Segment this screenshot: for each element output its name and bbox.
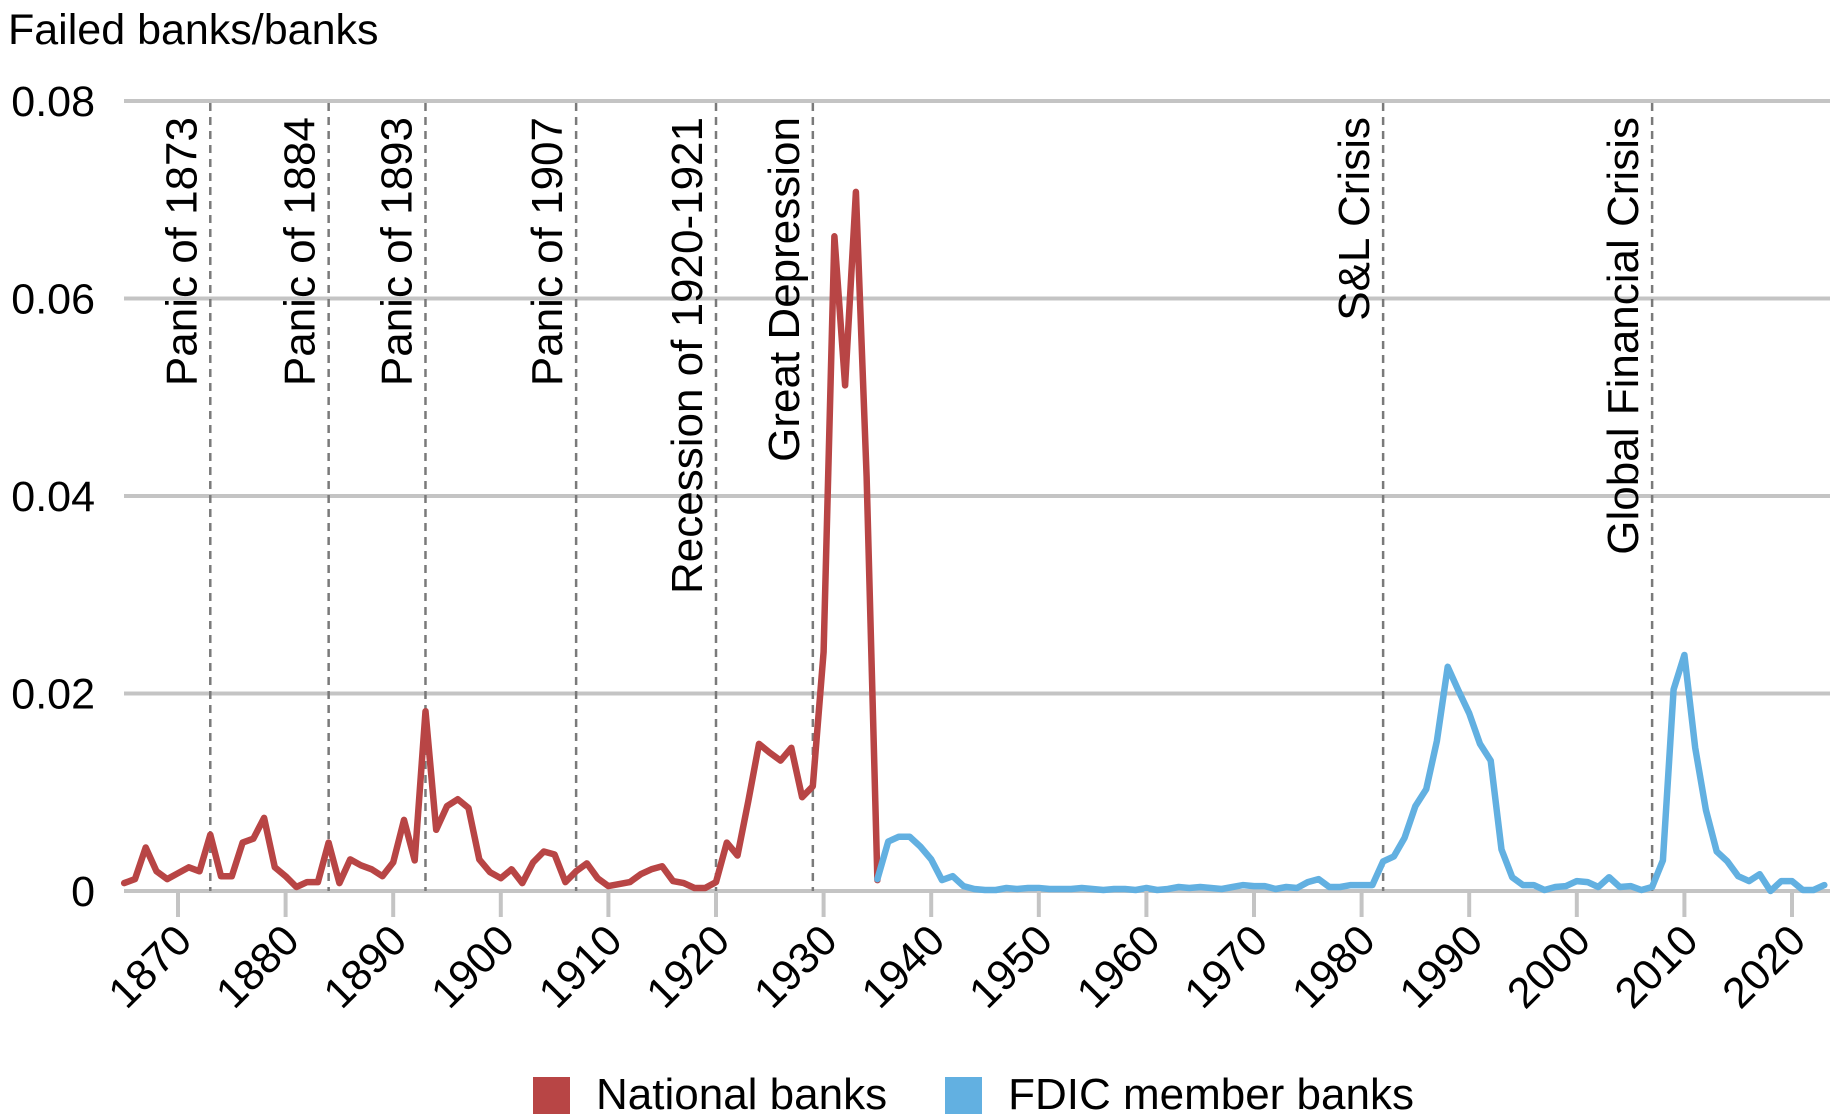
legend-label: National banks <box>596 1070 888 1119</box>
x-tick-label: 1910 <box>530 916 632 1018</box>
y-tick-label: 0.02 <box>11 671 95 719</box>
x-tick-label: 1890 <box>315 916 417 1018</box>
x-tick-label: 2000 <box>1498 916 1600 1018</box>
annotation-label: Great Depression <box>760 117 809 462</box>
x-axis: 1870 1880 1890 1900 1910 1920 1930 1940 1950 1960… <box>99 891 1815 1018</box>
x-tick-label: 1960 <box>1068 916 1170 1018</box>
x-tick-label: 1970 <box>1175 916 1277 1018</box>
x-tick-label: 1880 <box>207 916 309 1018</box>
y-axis-tick-labels: 0 0.02 0.04 0.06 0.08 <box>11 78 95 916</box>
national-banks-swatch-icon <box>533 1076 570 1114</box>
legend-item-national-banks: National banks <box>533 1070 887 1120</box>
x-tick-label: 1990 <box>1391 916 1493 1018</box>
x-tick-label: 2010 <box>1606 916 1708 1018</box>
y-tick-label: 0.08 <box>11 78 95 126</box>
annotation-label: Recession of 1920-1921 <box>663 117 712 594</box>
annotation-label: Panic of 1907 <box>523 117 572 386</box>
annotation-label: Panic of 1884 <box>276 117 325 386</box>
data-series <box>120 188 1828 895</box>
annotation-label: Global Financial Crisis <box>1599 117 1648 555</box>
x-tick-label: 1940 <box>853 916 955 1018</box>
legend-label: FDIC member banks <box>1008 1070 1414 1119</box>
y-tick-label: 0 <box>71 868 95 916</box>
x-tick-label: 1900 <box>422 916 524 1018</box>
x-tick-label: 1950 <box>960 916 1062 1018</box>
fdic-member-banks-swatch-icon <box>945 1076 983 1114</box>
annotation-label: S&L Crisis <box>1330 117 1379 321</box>
x-tick-label: 1980 <box>1283 916 1385 1018</box>
x-tick-label: 2020 <box>1713 916 1815 1018</box>
event-annotations: Panic of 1873 Panic of 1884 Panic of 1893 P… <box>157 103 1654 891</box>
national-banks-line <box>120 188 881 892</box>
y-axis-title: Failed banks/banks <box>8 6 379 54</box>
y-tick-label: 0.04 <box>11 473 95 521</box>
y-tick-label: 0.06 <box>11 276 95 324</box>
x-tick-label: 1930 <box>745 916 847 1018</box>
x-tick-label: 1920 <box>637 916 739 1018</box>
legend-item-fdic-member-banks: FDIC member banks <box>945 1070 1414 1120</box>
annotation-label: Panic of 1893 <box>372 117 421 386</box>
fdic-member-banks-line <box>874 651 1828 895</box>
annotation-label: Panic of 1873 <box>157 117 206 386</box>
x-tick-label: 1870 <box>99 916 201 1018</box>
legend: National banks FDIC member banks <box>533 1070 1472 1120</box>
